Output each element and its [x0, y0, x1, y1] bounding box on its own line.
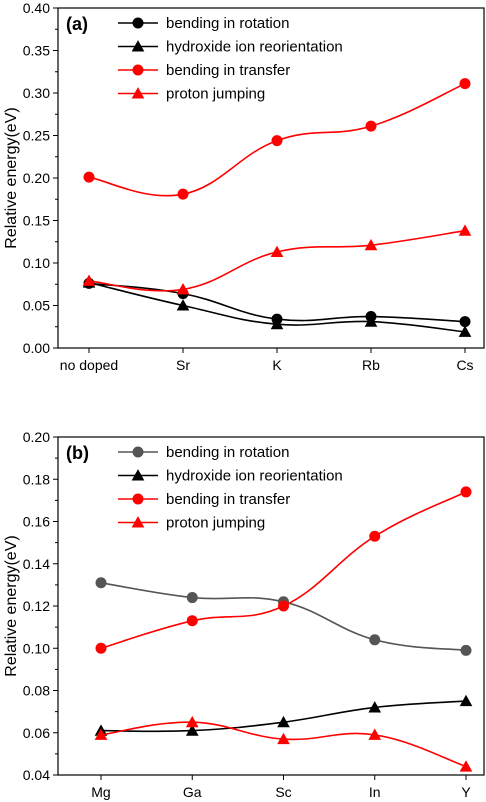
series-line: [100, 491, 467, 650]
data-point: [176, 299, 190, 311]
legend-marker: [131, 469, 145, 481]
data-point: [458, 224, 472, 236]
series-proton-jumping: [94, 715, 473, 772]
y-tick-label: 0.12: [23, 598, 50, 614]
data-point: [94, 728, 108, 740]
data-point: [459, 78, 471, 90]
legend-label: hydroxide ion reorientation: [166, 39, 343, 56]
legend-marker: [132, 64, 144, 76]
legend-label: bending in rotation: [166, 444, 289, 461]
x-tick-label: Y: [461, 784, 471, 800]
y-tick-label: 0.08: [23, 683, 50, 699]
legend-label: bending in rotation: [166, 15, 289, 32]
data-point: [459, 694, 473, 707]
data-point: [459, 760, 473, 772]
panel-label: (a): [66, 14, 88, 34]
legend-marker: [132, 446, 144, 458]
series-proton-jumping: [82, 224, 472, 295]
y-axis-title: Relative energy(eV): [3, 535, 20, 676]
panel-label: (b): [66, 443, 89, 463]
y-tick-label: 0.05: [23, 298, 50, 314]
data-point: [460, 644, 472, 656]
x-tick-label: Rb: [362, 357, 380, 373]
series-bending-in-transfer: [83, 78, 471, 200]
series-hydroxide-ion-reorientation: [94, 694, 473, 736]
series-line: [100, 721, 467, 768]
y-tick-label: 0.15: [23, 213, 50, 229]
legend-marker: [131, 40, 145, 52]
legend-marker: [132, 493, 144, 505]
data-point: [460, 486, 472, 498]
data-point: [186, 615, 198, 627]
series-bending-in-rotation: [95, 577, 472, 656]
data-point: [365, 120, 377, 132]
legend-marker: [131, 87, 145, 99]
legend: bending in rotation hydroxide ion reorien…: [118, 444, 343, 532]
x-tick-label: Cs: [456, 357, 473, 373]
y-axis-title: Relative energy(eV): [3, 107, 20, 248]
chart-panel-b: 0.04 0.06 0.08 0.10 0.12 0.14 0.16 0.18 0.20 Mg Ga…: [3, 429, 485, 800]
y-tick-label: 0.30: [23, 85, 50, 101]
data-point: [185, 715, 199, 728]
plot-frame: [57, 7, 485, 349]
y-tick-label: 0.20: [23, 170, 50, 186]
y-tick-label: 0.20: [23, 429, 50, 445]
legend-label: proton jumping: [166, 515, 265, 532]
x-tick-label: K: [272, 357, 282, 373]
data-point: [271, 135, 283, 147]
legend-label: bending in transfer: [166, 491, 290, 508]
x-tick-label: Sr: [176, 357, 190, 373]
data-point: [185, 724, 199, 736]
legend-label: bending in transfer: [166, 62, 290, 79]
y-tick-label: 0.35: [23, 43, 50, 59]
y-tick-label: 0.06: [23, 725, 50, 741]
data-point: [177, 188, 189, 200]
legend-marker: [132, 17, 144, 29]
x-tick-label: no doped: [60, 357, 118, 373]
data-point: [95, 577, 107, 589]
y-tick-label: 0.18: [23, 471, 50, 487]
legend-label: proton jumping: [166, 86, 265, 103]
y-tick-label: 0.10: [23, 255, 50, 271]
y-tick-label: 0.10: [23, 640, 50, 656]
data-point: [95, 642, 107, 654]
data-point: [270, 317, 284, 330]
data-point: [82, 274, 96, 286]
data-point: [368, 701, 382, 713]
x-tick-label: In: [369, 784, 381, 800]
x-tick-label: Sc: [275, 784, 291, 800]
series-line: [88, 229, 466, 292]
data-point: [277, 732, 290, 745]
data-point: [459, 316, 471, 328]
legend-label: hydroxide ion reorientation: [166, 468, 343, 485]
data-point: [368, 728, 382, 740]
data-point: [364, 315, 378, 327]
y-tick-label: 0.25: [23, 128, 50, 144]
x-tick-label: Ga: [183, 784, 202, 800]
data-point: [176, 283, 190, 295]
y-tick-label: 0.16: [23, 514, 50, 530]
x-tick-label: Mg: [91, 784, 110, 800]
y-tick-label: 0.00: [23, 340, 50, 356]
data-point: [270, 245, 284, 258]
y-tick-label: 0.14: [23, 556, 50, 572]
series-line: [100, 582, 467, 652]
data-point: [278, 600, 289, 612]
data-point: [458, 325, 472, 337]
legend-marker: [131, 516, 145, 528]
data-point: [364, 238, 378, 251]
chart-panel-a: 0.00 0.05 0.10 0.15 0.20 0.25 0.30 0.35 0.40 no d…: [3, 0, 485, 373]
y-tick-label: 0.04: [23, 767, 50, 783]
legend: bending in rotation hydroxide ion reorien…: [118, 15, 343, 103]
y-tick-label: 0.40: [23, 0, 50, 16]
data-point: [83, 171, 95, 183]
data-point: [369, 634, 381, 646]
data-point: [277, 715, 290, 728]
data-point: [186, 592, 198, 604]
series-bending-in-transfer: [95, 486, 472, 654]
data-point: [369, 530, 381, 542]
series-hydroxide-ion-reorientation: [82, 276, 472, 337]
